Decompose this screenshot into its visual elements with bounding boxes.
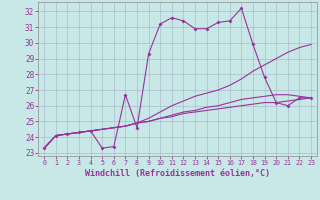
X-axis label: Windchill (Refroidissement éolien,°C): Windchill (Refroidissement éolien,°C) (85, 169, 270, 178)
